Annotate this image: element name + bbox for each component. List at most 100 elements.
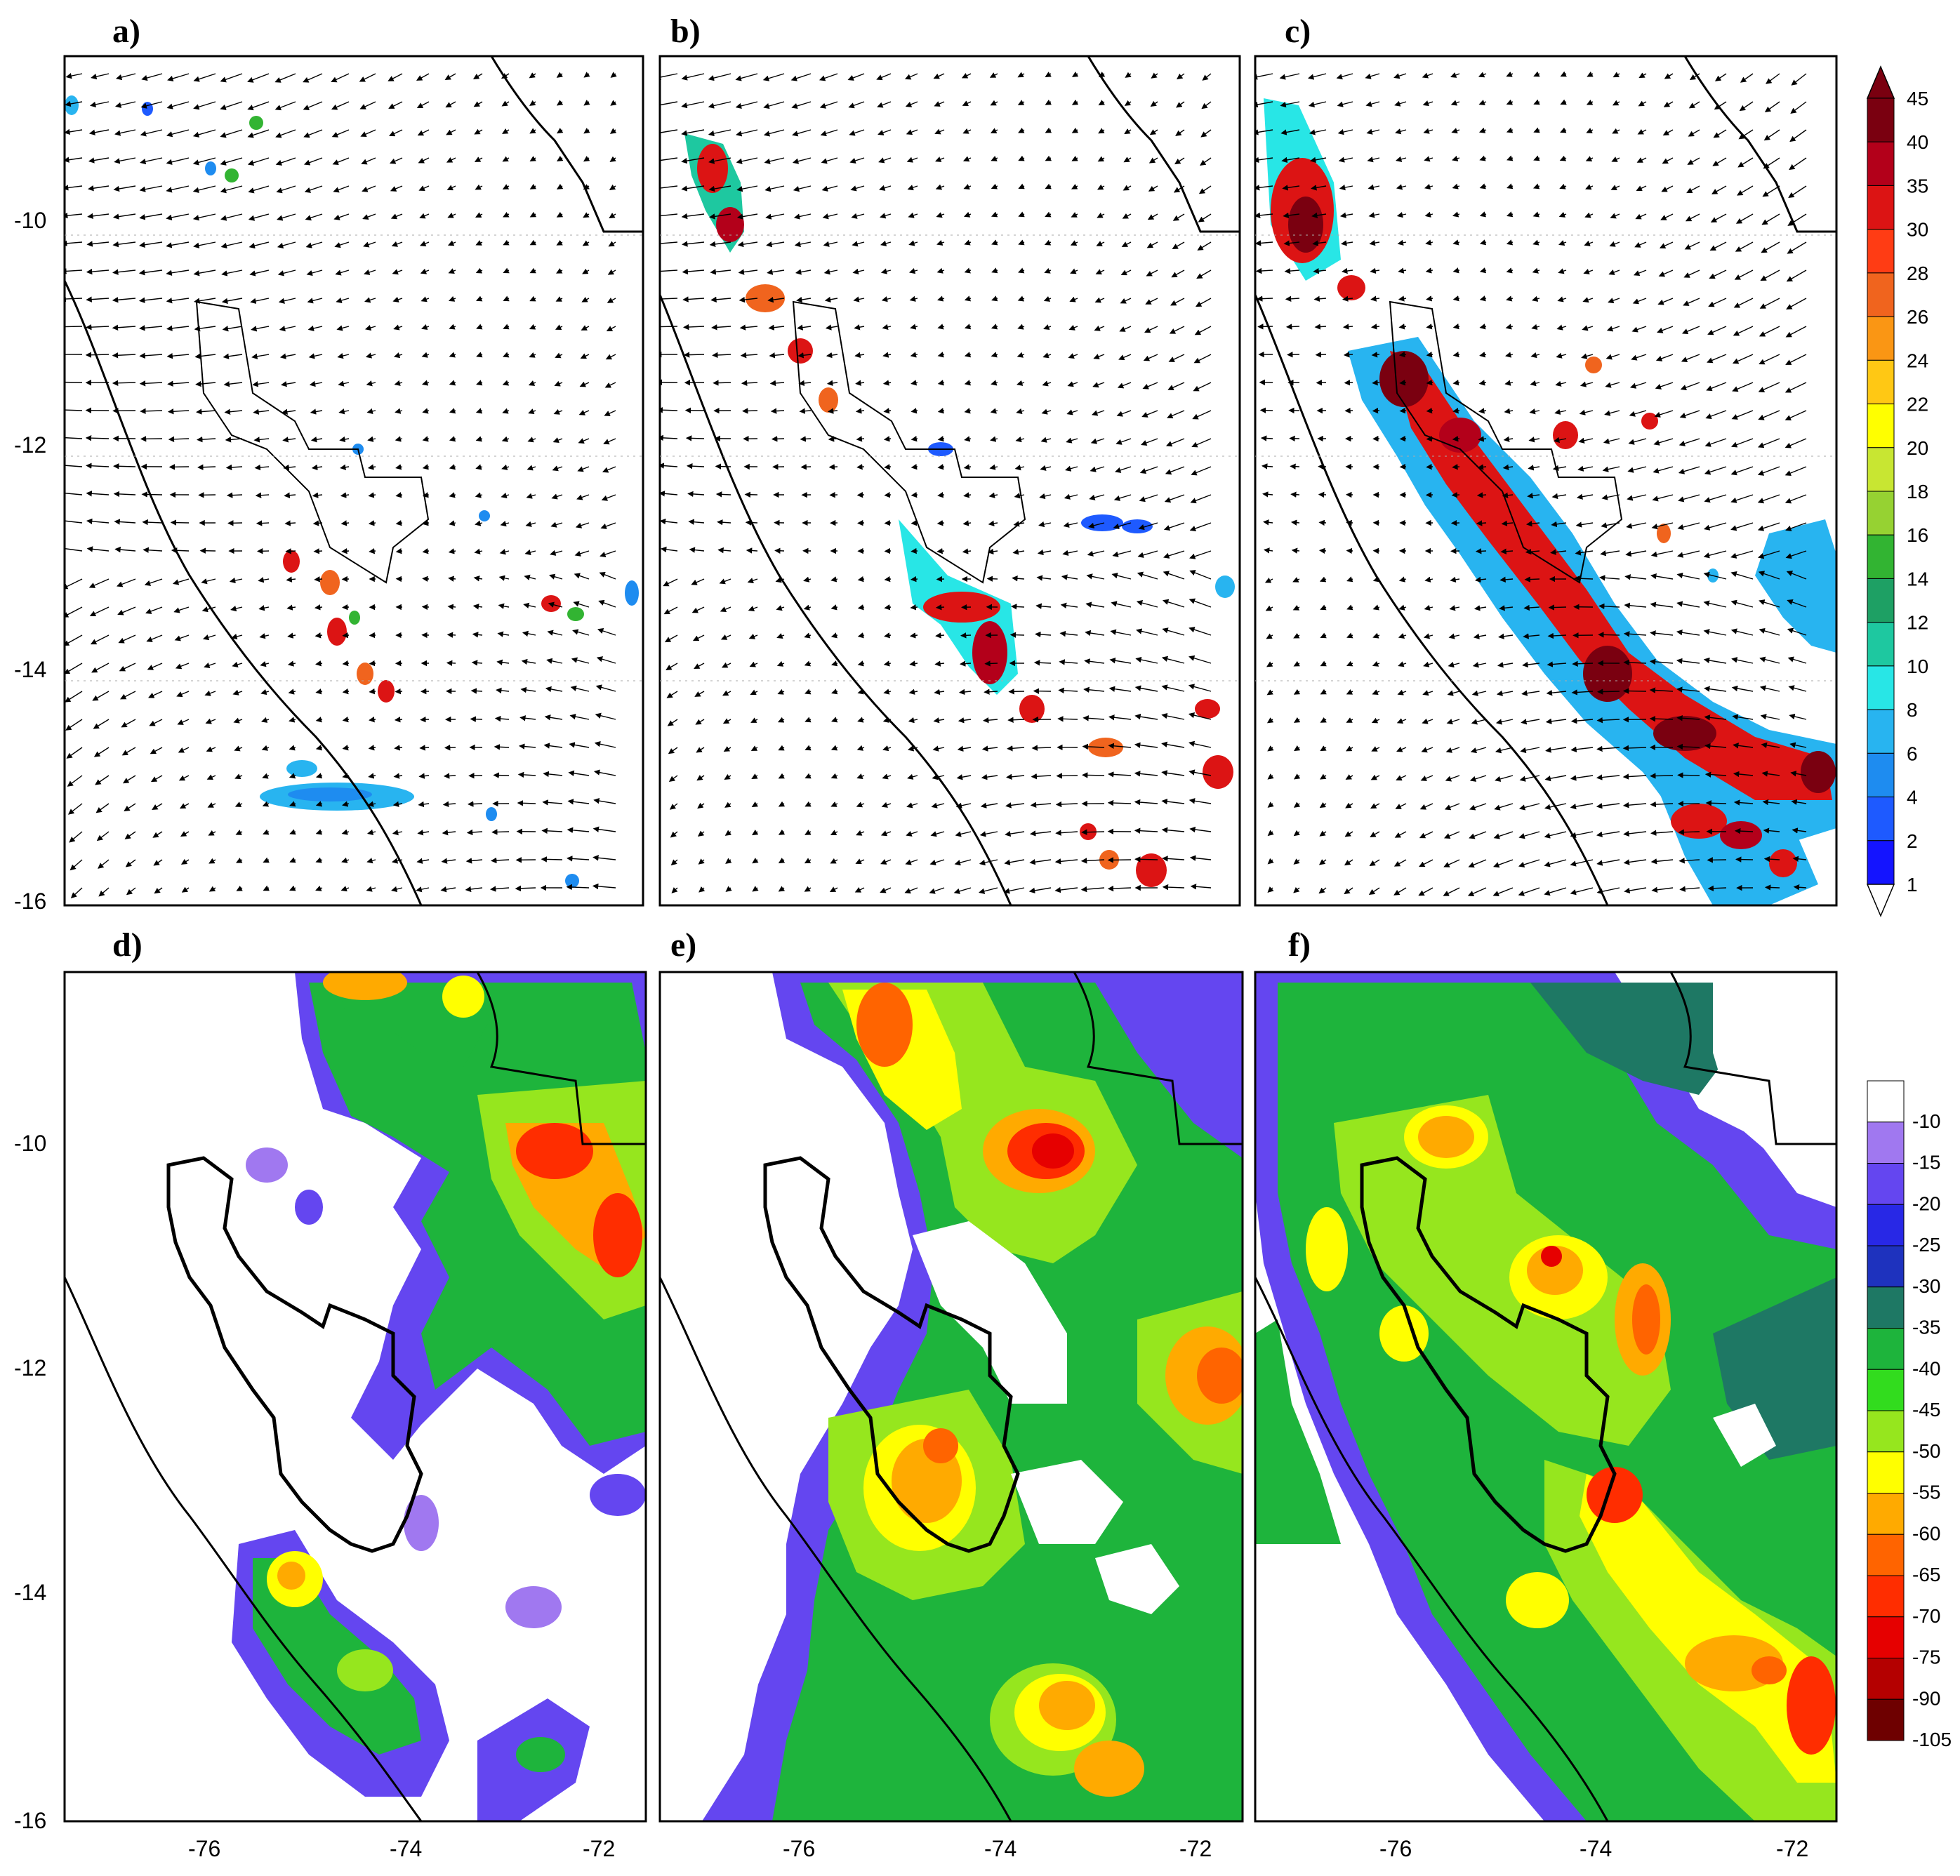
wind-vector — [541, 856, 563, 863]
wind-vector — [1372, 689, 1380, 696]
wind-vector — [1735, 213, 1754, 224]
wind-vector — [935, 632, 945, 639]
wind-vector — [493, 772, 510, 778]
wind-vector — [1424, 604, 1433, 611]
wind-vector — [1605, 354, 1620, 360]
wind-vector — [125, 859, 136, 867]
colorbar-tick: 26 — [1907, 306, 1928, 328]
wind-vector — [1339, 185, 1353, 191]
wind-vector — [119, 663, 136, 672]
panel-f: f) — [1254, 926, 1838, 1823]
wind-vector — [1122, 213, 1132, 219]
wind-vector — [1161, 827, 1185, 833]
wind-vector — [289, 717, 296, 723]
wind-vector — [934, 101, 945, 107]
wind-vector — [1638, 72, 1647, 79]
wind-vector — [194, 298, 216, 304]
wind-vector — [1267, 773, 1274, 780]
wind-vector — [1676, 630, 1700, 636]
wind-vector — [1598, 575, 1620, 581]
wind-vector — [65, 691, 83, 703]
wind-vector — [854, 324, 865, 331]
wind-vector — [250, 298, 270, 304]
wind-vector — [258, 605, 270, 611]
wind-vector — [342, 801, 350, 807]
wind-vector — [1368, 212, 1380, 218]
wind-vector — [1762, 799, 1780, 806]
wind-vector — [1479, 295, 1487, 302]
wind-vector — [419, 213, 430, 219]
colorbar-tick: -40 — [1912, 1357, 1940, 1379]
wind-vector — [543, 771, 563, 778]
wind-vector — [1134, 856, 1158, 863]
wind-vector — [1161, 741, 1185, 748]
wind-vector — [1550, 549, 1567, 555]
wind-vector — [1134, 827, 1158, 834]
wind-vector — [691, 606, 705, 613]
wind-vector — [204, 663, 216, 668]
wind-vector — [1596, 774, 1620, 780]
colorbar-tick: -60 — [1912, 1522, 1940, 1544]
wind-vector — [1138, 522, 1158, 531]
wind-vector — [964, 380, 972, 386]
wind-vector — [87, 185, 110, 192]
wind-vector — [958, 717, 972, 724]
wind-vector — [1570, 746, 1594, 752]
wind-vector — [1037, 549, 1052, 556]
wind-vector — [556, 100, 564, 106]
wind-vector — [342, 632, 350, 639]
wind-vector — [1530, 352, 1540, 359]
wind-vector — [991, 239, 998, 246]
lon-ticks: -76 -74 -72 -76 -74 -72 -76 -74 -72 — [188, 1836, 1808, 1861]
wind-vector — [1424, 576, 1433, 583]
wind-vector — [95, 775, 110, 785]
wind-vector — [1654, 410, 1674, 418]
wind-vector — [1285, 324, 1300, 330]
wind-vector — [1652, 494, 1674, 502]
colorbar-swatch — [1867, 665, 1895, 710]
wind-vector — [65, 545, 83, 552]
wind-vector — [1336, 73, 1353, 80]
wind-vector — [524, 574, 536, 580]
wind-vector — [1084, 658, 1105, 665]
wind-vector — [1448, 662, 1460, 668]
wind-vector — [1069, 296, 1078, 302]
wind-vector — [1662, 157, 1674, 164]
wind-vector — [253, 408, 270, 415]
wind-vector — [1426, 324, 1433, 330]
wind-vector — [1571, 689, 1594, 696]
wind-vector — [65, 663, 83, 674]
wind-vector — [1570, 775, 1594, 781]
wind-vector — [1165, 438, 1185, 447]
wind-vector — [1473, 633, 1487, 639]
wind-vector — [1255, 185, 1273, 191]
wind-vector — [496, 687, 510, 694]
wind-vector — [555, 352, 563, 359]
wind-vector — [991, 211, 998, 218]
wind-vector — [660, 213, 678, 219]
wind-vector — [1141, 410, 1158, 418]
wind-vector — [1067, 381, 1078, 387]
wind-vector — [578, 438, 590, 444]
wind-vector — [1575, 550, 1594, 556]
wind-vector — [1731, 685, 1754, 692]
wind-vector — [1398, 267, 1407, 274]
wind-vector — [289, 773, 296, 779]
wind-vector — [751, 773, 758, 779]
wind-vector — [420, 268, 430, 274]
wind-vector — [220, 241, 243, 249]
wind-vector — [953, 887, 972, 894]
wind-vector — [778, 858, 786, 864]
wind-vector — [937, 380, 945, 386]
colorbar-swatch — [1867, 1286, 1905, 1329]
wind-vector — [1610, 185, 1620, 191]
wind-vector — [695, 719, 705, 725]
wind-vector — [776, 605, 785, 611]
wind-vector — [1162, 599, 1185, 608]
wind-vector — [1017, 352, 1025, 358]
wind-vector — [1366, 128, 1380, 135]
wind-vector — [1134, 771, 1158, 777]
wind-vector — [1371, 746, 1380, 752]
wind-vector — [853, 296, 865, 302]
wind-vector — [1071, 155, 1078, 161]
